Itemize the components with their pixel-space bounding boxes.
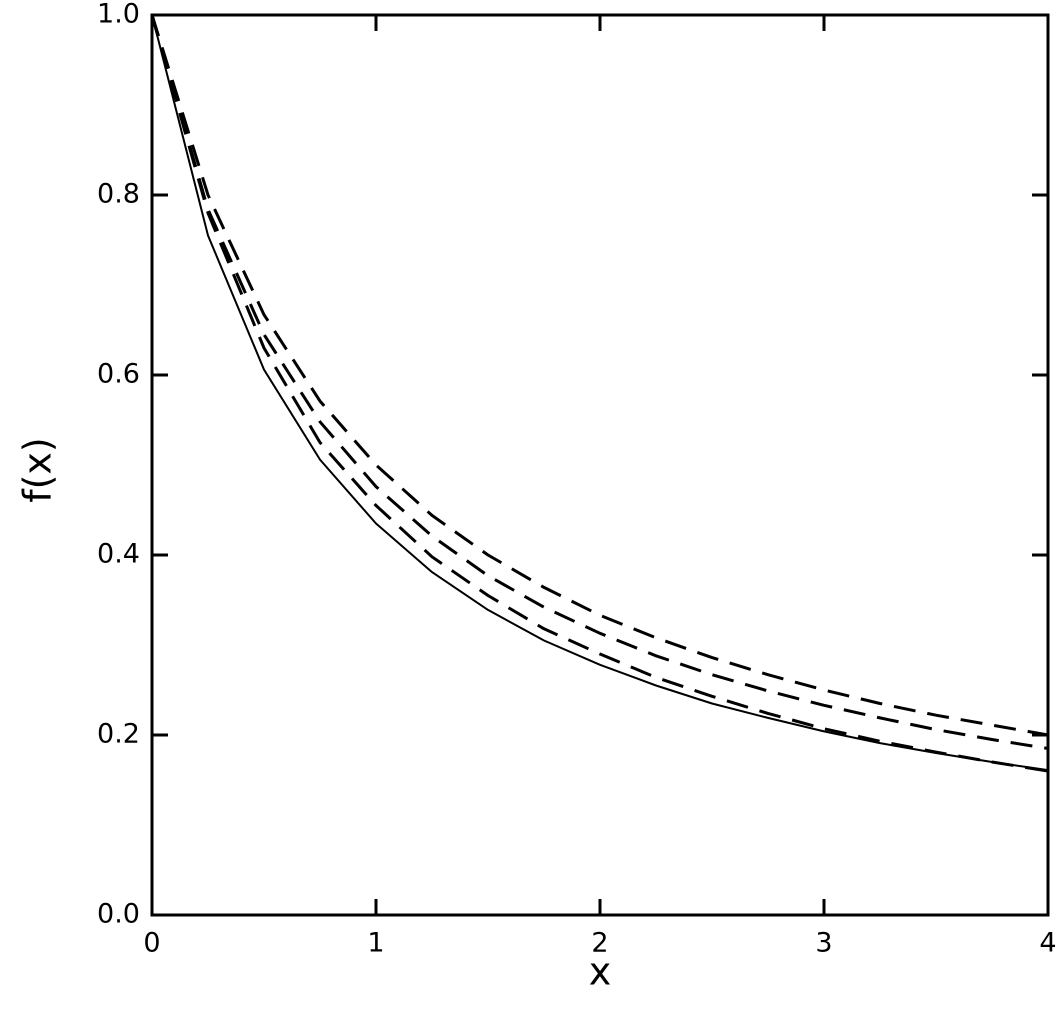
y-tick-label: 0.0 bbox=[97, 899, 140, 930]
y-tick-label: 0.2 bbox=[97, 719, 140, 750]
x-axis-label: x bbox=[589, 950, 612, 994]
y-tick-label: 0.4 bbox=[97, 539, 140, 570]
series-line bbox=[150, 14, 1049, 737]
y-tick-label: 0.8 bbox=[97, 179, 140, 210]
series-line bbox=[150, 14, 1049, 750]
series-line bbox=[150, 14, 1049, 773]
x-tick-label: 3 bbox=[815, 928, 832, 959]
y-axis-label: f(x) bbox=[16, 437, 60, 503]
y-tick-label: 1.0 bbox=[97, 0, 140, 30]
series-line bbox=[151, 14, 1049, 772]
x-tick-label: 1 bbox=[367, 928, 384, 959]
y-tick-label: 0.6 bbox=[97, 359, 140, 390]
x-tick-label: 2 bbox=[591, 928, 608, 959]
x-tick-label: 4 bbox=[1039, 928, 1056, 959]
plot-frame bbox=[150, 13, 1050, 917]
x-tick-label: 0 bbox=[143, 928, 160, 959]
